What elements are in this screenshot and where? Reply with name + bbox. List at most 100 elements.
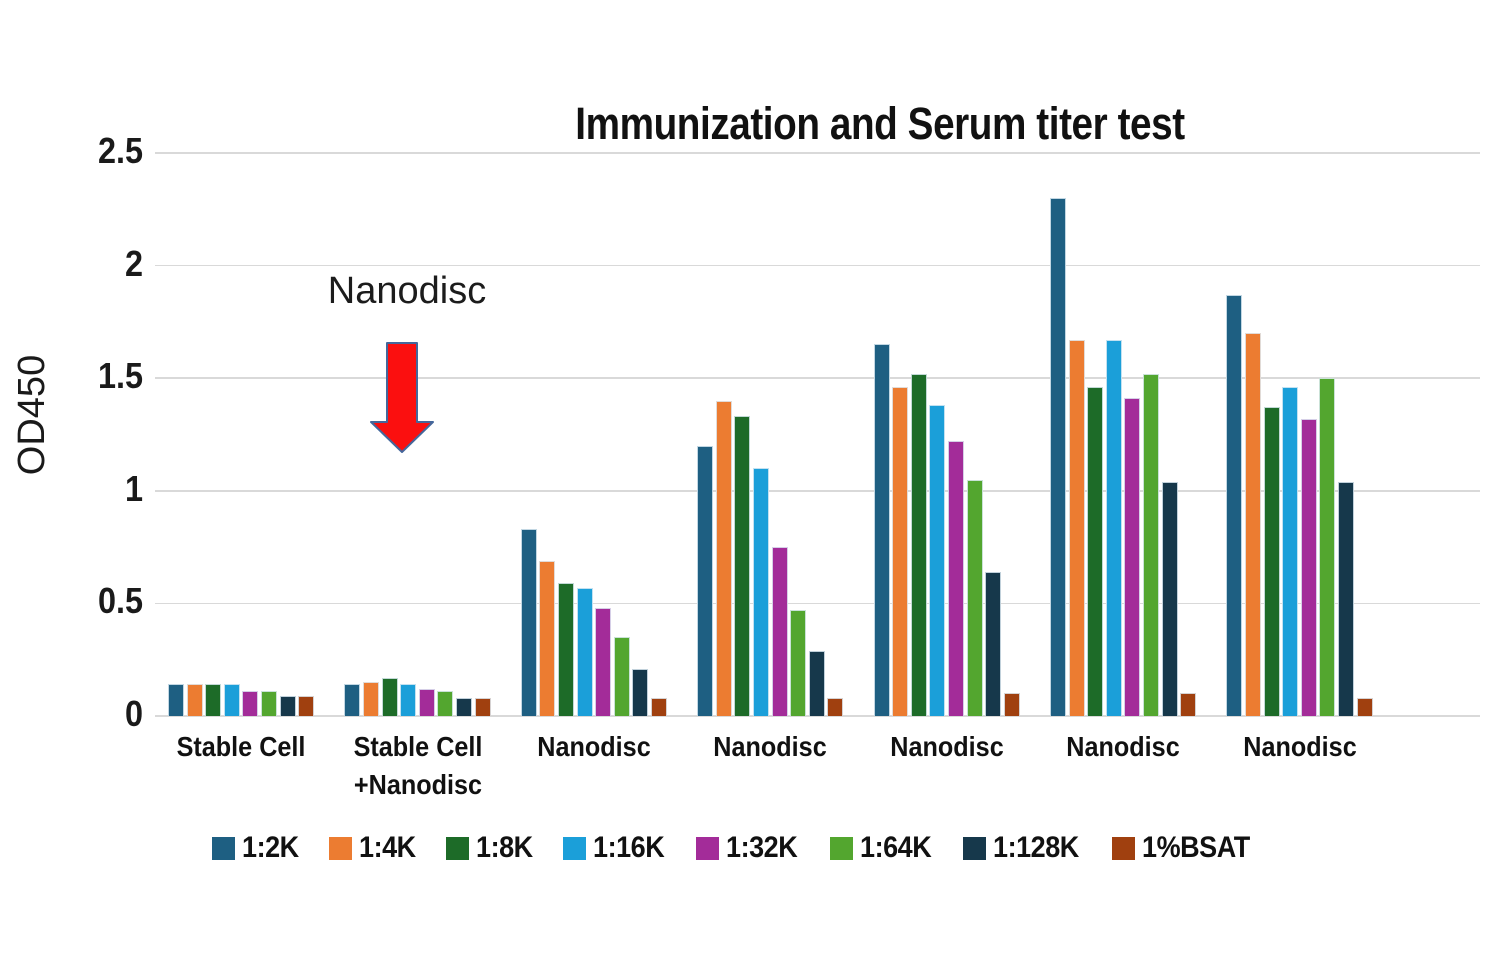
gridline-y-2.5 [155, 152, 1480, 154]
legend-label-1:8K: 1:8K [476, 831, 533, 864]
bar-1:64K-group-2 [437, 691, 454, 716]
bar-1:128K-group-2 [456, 697, 472, 716]
y-tick-label-0: 0 [124, 693, 143, 734]
legend-swatch-1:8K [446, 836, 470, 860]
bar-1:32K-group-2 [418, 688, 435, 716]
bar-1:64K-group-5 [966, 479, 983, 716]
x-axis-label-2: Stable Cell +Nanodisc [353, 731, 482, 800]
bar-1:16K-group-5 [929, 405, 946, 716]
bar-1:2K-group-5 [873, 344, 890, 716]
legend-item-1:64K: 1:64K [829, 831, 939, 865]
down-arrow-shape [370, 342, 434, 453]
bar-1%BSAT-group-2 [474, 697, 491, 716]
legend-swatch-1:4K [329, 836, 353, 860]
bar-1:4K-group-3 [539, 560, 556, 716]
legend-swatch-1:64K [829, 836, 853, 860]
bar-1:64K-group-3 [613, 637, 630, 716]
y-tick-label-2.5: 2.5 [97, 130, 143, 171]
bar-1:8K-group-5 [910, 373, 927, 716]
bar-1:32K-group-6 [1124, 398, 1141, 716]
legend-label-1:32K: 1:32K [726, 831, 798, 864]
y-tick-label-0.5: 0.5 [97, 580, 143, 622]
x-axis-label-5: Nanodisc [889, 731, 1004, 762]
bar-1:2K-group-7 [1226, 294, 1243, 716]
legend-label-1:4K: 1:4K [359, 831, 416, 864]
bar-1:16K-group-6 [1105, 339, 1122, 716]
legend-item-1:32K: 1:32K [696, 831, 805, 865]
bar-1:128K-group-7 [1338, 481, 1354, 716]
bar-1:8K-group-2 [381, 677, 398, 716]
x-axis-label-7: Nanodisc [1242, 731, 1357, 762]
bar-1:8K-group-1 [205, 684, 222, 716]
x-axis-label-1: Stable Cell [176, 731, 306, 762]
bar-1:128K-group-6 [1161, 481, 1178, 716]
bar-1:4K-group-7 [1245, 333, 1261, 716]
bar-1:4K-group-4 [715, 400, 732, 716]
legend-item-1:2K: 1:2K [212, 831, 305, 865]
y-axis-title: OD450 [11, 354, 53, 476]
bar-1:8K-group-6 [1087, 387, 1104, 716]
legend-item-1:8K: 1:8K [446, 831, 539, 865]
gridline-y-2 [155, 264, 1480, 267]
gridline-y-1 [155, 490, 1480, 492]
y-tick-label-1: 1 [124, 467, 143, 509]
legend-label-1%BSAT: 1%BSAT [1142, 831, 1250, 864]
legend-label-1:2K: 1:2K [242, 831, 299, 864]
bar-1:128K-group-3 [632, 668, 649, 716]
bar-1:32K-group-3 [595, 607, 612, 716]
legend-item-1:16K: 1:16K [563, 831, 672, 865]
bar-1:2K-group-4 [697, 445, 714, 716]
legend-item-1%BSAT: 1%BSAT [1112, 831, 1262, 865]
bar-1:4K-group-6 [1068, 339, 1085, 716]
bar-1%BSAT-group-6 [1180, 693, 1197, 716]
plot-area [155, 152, 1480, 717]
bar-1%BSAT-group-4 [827, 697, 844, 716]
legend-label-1:64K: 1:64K [859, 831, 932, 864]
bar-1:16K-group-2 [400, 684, 417, 716]
legend: 1:2K 1:4K 1:8K 1:16K 1:32K 1:64K 1:128K 1%BSAT [212, 831, 1262, 865]
bar-1%BSAT-group-5 [1003, 693, 1020, 716]
y-tick-label-1.5: 1.5 [97, 355, 143, 397]
legend-swatch-1%BSAT [1112, 836, 1136, 860]
bar-1:8K-group-7 [1263, 407, 1280, 716]
bar-1%BSAT-group-7 [1356, 697, 1373, 716]
legend-swatch-1:2K [212, 836, 235, 860]
down-arrow-icon [370, 342, 434, 453]
bar-1:64K-group-1 [261, 691, 277, 716]
bar-1:64K-group-7 [1319, 378, 1336, 716]
legend-label-1:128K: 1:128K [992, 831, 1079, 864]
legend-swatch-1:16K [563, 836, 587, 860]
bar-1:2K-group-2 [344, 684, 361, 716]
legend-item-1:4K: 1:4K [329, 831, 422, 865]
bar-1%BSAT-group-1 [298, 695, 315, 716]
bar-1:16K-group-4 [753, 468, 769, 716]
x-axis-label-6: Nanodisc [1066, 731, 1180, 762]
bar-1:16K-group-7 [1282, 387, 1299, 716]
legend-swatch-1:32K [696, 836, 720, 860]
bar-1:32K-group-7 [1300, 418, 1317, 716]
annotation-nanodisc-label: Nanodisc [327, 270, 487, 312]
bar-1:2K-group-3 [520, 529, 537, 716]
legend-swatch-1:128K [962, 836, 986, 860]
legend-label-1:16K: 1:16K [593, 831, 665, 864]
bar-1:16K-group-3 [576, 587, 593, 716]
legend-item-1:128K: 1:128K [962, 831, 1088, 865]
bar-1:8K-group-3 [558, 583, 574, 716]
gridline-y-1.5 [155, 377, 1480, 379]
bar-1:64K-group-6 [1143, 373, 1159, 716]
bar-1:4K-group-1 [186, 684, 203, 716]
bar-1:64K-group-4 [790, 610, 807, 716]
y-tick-label-2: 2 [124, 242, 143, 284]
gridline-y-0.5 [155, 602, 1480, 605]
bar-1:2K-group-1 [168, 684, 184, 716]
bar-1:8K-group-4 [734, 416, 751, 716]
bar-1:128K-group-1 [279, 695, 296, 716]
x-axis-label-3: Nanodisc [537, 731, 651, 762]
bar-1:2K-group-6 [1050, 198, 1066, 716]
bar-1:16K-group-1 [223, 684, 240, 716]
bar-1:32K-group-1 [242, 691, 259, 716]
bar-1:32K-group-5 [948, 441, 964, 716]
x-axis-label-4: Nanodisc [713, 731, 828, 762]
bar-1:128K-group-5 [985, 571, 1002, 716]
